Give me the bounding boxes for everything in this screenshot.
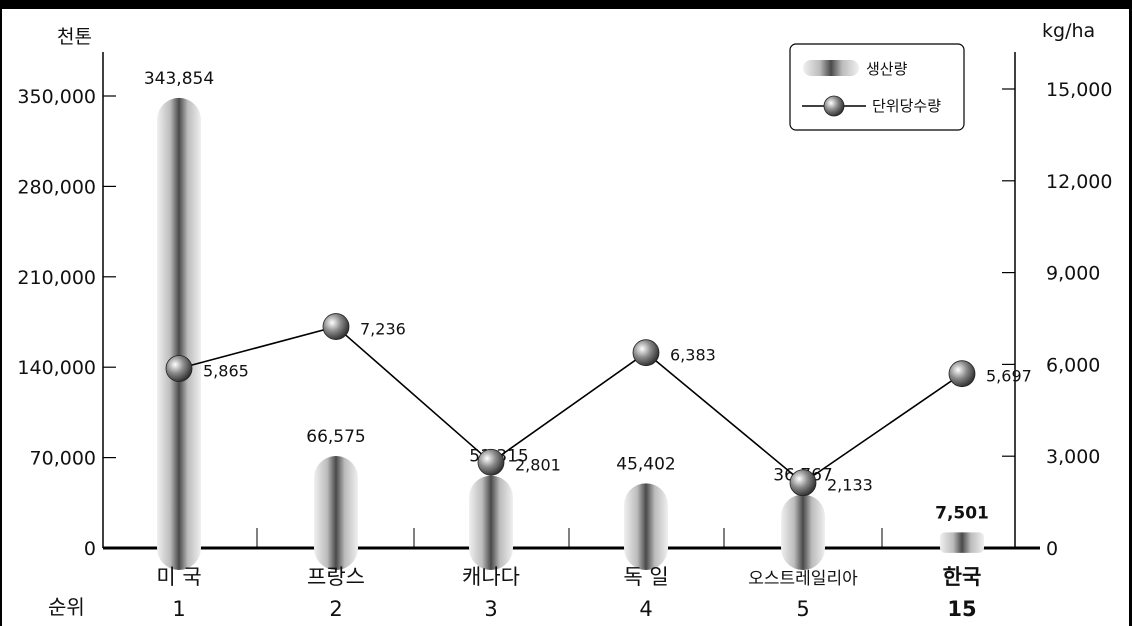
right-tick-label: 6,000 xyxy=(1046,354,1100,376)
left-tick-label: 0 xyxy=(84,538,96,560)
category-dividers xyxy=(256,528,883,548)
left-tick-label: 210,000 xyxy=(17,267,96,289)
bar-value-label: 343,854 xyxy=(144,69,214,89)
yield-value-label: 6,383 xyxy=(670,346,716,365)
yield-point xyxy=(322,313,350,340)
yield-point xyxy=(165,355,193,382)
bar xyxy=(314,456,358,570)
legend-bar-swatch xyxy=(803,60,859,76)
rank-value: 1 xyxy=(172,597,185,621)
bar xyxy=(624,483,668,570)
left-tick-label: 280,000 xyxy=(17,176,96,198)
yield-line: 5,865 7,236 2,801 6,383 2,133 5,697 xyxy=(165,313,1032,497)
rank-value: 5 xyxy=(796,597,809,621)
legend-box xyxy=(789,43,965,131)
rank-value: 3 xyxy=(484,597,497,621)
left-tick-label: 70,000 xyxy=(30,448,96,470)
right-axis-ticks: 0 3,000 6,000 9,000 12,000 15,000 xyxy=(1002,79,1112,560)
category-label: 오스트레일리아 xyxy=(748,569,858,589)
yield-value-label: 5,865 xyxy=(203,362,249,381)
category-label: 캐나다 xyxy=(462,565,520,589)
right-border xyxy=(1129,0,1132,626)
left-tick-label: 350,000 xyxy=(17,86,96,108)
left-border xyxy=(0,0,2,626)
yield-value-label: 2,133 xyxy=(827,476,873,495)
top-border xyxy=(0,0,1132,9)
rank-label: 순위 xyxy=(48,595,85,619)
right-tick-label: 12,000 xyxy=(1046,171,1112,193)
legend-ball-swatch xyxy=(823,95,845,117)
left-axis-ticks: 0 70,000 140,000 210,000 280,000 350,000 xyxy=(17,86,116,560)
category-label: 한국 xyxy=(943,565,982,589)
bar xyxy=(469,475,513,570)
bar-value-label: 45,402 xyxy=(616,454,675,474)
right-tick-label: 0 xyxy=(1046,538,1058,560)
rank-value: 4 xyxy=(639,597,652,621)
right-tick-label: 9,000 xyxy=(1046,263,1100,285)
yield-line-path xyxy=(178,325,963,484)
bar xyxy=(157,97,201,570)
right-tick-label: 3,000 xyxy=(1046,446,1100,468)
category-label: 프랑스 xyxy=(307,565,365,589)
yield-value-label: 7,236 xyxy=(360,320,406,339)
rank-value: 15 xyxy=(947,597,976,621)
x-axis-labels: 미 국 1 프랑스 2 캐나다 3 독 일 4 오스트레일리아 5 한국 15 xyxy=(156,565,981,621)
yield-value-label: 5,697 xyxy=(986,367,1032,386)
legend-item-yield: 단위당수량 xyxy=(872,97,941,115)
left-tick-label: 140,000 xyxy=(17,357,96,379)
category-label: 독 일 xyxy=(623,565,668,589)
legend-item-production: 생산량 xyxy=(866,60,908,78)
yield-point xyxy=(789,469,817,497)
category-label: 미 국 xyxy=(156,565,201,589)
bar xyxy=(781,494,825,570)
yield-value-label: 2,801 xyxy=(515,455,561,474)
legend: 생산량 단위당수량 xyxy=(789,43,965,131)
yield-point xyxy=(632,339,660,367)
left-axis-unit: 천톤 xyxy=(57,26,92,48)
right-tick-label: 15,000 xyxy=(1046,79,1112,101)
bar-value-label: 7,501 xyxy=(935,503,989,523)
rank-value: 2 xyxy=(329,597,342,621)
yield-point xyxy=(477,448,505,476)
bar xyxy=(940,532,984,553)
right-axis-unit: kg/ha xyxy=(1042,20,1095,42)
bar-value-label: 66,575 xyxy=(306,427,365,447)
yield-point xyxy=(948,360,976,388)
